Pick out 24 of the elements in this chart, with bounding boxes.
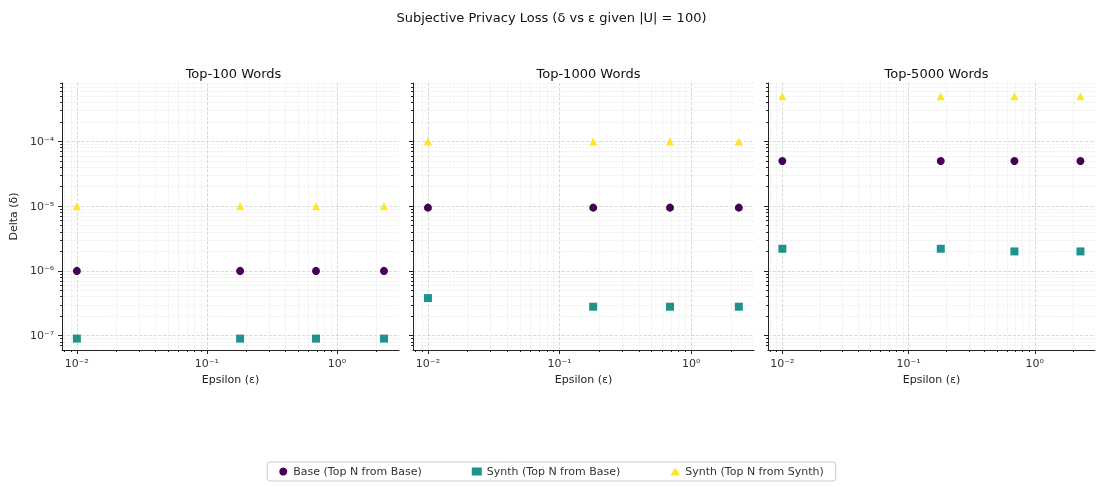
text: Subjective Privacy Loss (δ vs ε given |U| = 100) bbox=[395, 10, 708, 25]
x-tick-label: 10⁻¹ bbox=[896, 357, 921, 370]
y-tick-label: 10⁻⁴ bbox=[29, 134, 55, 148]
x-tick-label: 10⁻² bbox=[770, 357, 795, 370]
chart-title: Top-1000 Words bbox=[535, 66, 641, 81]
x-tick-label: 10⁰ bbox=[1025, 357, 1045, 370]
legend-label: Synth (Top N from Base) bbox=[486, 465, 621, 478]
chart-title: Top-5000 Words bbox=[883, 66, 989, 81]
x-axis-title: Epsilon (ε) bbox=[201, 373, 260, 386]
y-tick-label: 10⁻⁵ bbox=[29, 199, 55, 213]
chart-title: Top-100 Words bbox=[184, 66, 282, 81]
x-tick-label: 10⁻¹ bbox=[547, 357, 572, 370]
x-axis-title: Epsilon (ε) bbox=[554, 373, 613, 386]
x-tick-label: 10⁰ bbox=[327, 357, 347, 370]
y-tick-label: 10⁻⁷ bbox=[29, 329, 55, 343]
x-tick-label: 10⁰ bbox=[681, 357, 701, 370]
y-axis-title: Delta (δ) bbox=[7, 192, 20, 241]
x-tick-label: 10⁻² bbox=[415, 357, 441, 370]
legend-label: Synth (Top N from Synth) bbox=[685, 465, 824, 478]
y-tick-label: 10⁻⁶ bbox=[29, 264, 55, 278]
x-tick-label: 10⁻² bbox=[64, 357, 89, 370]
x-axis-title: Epsilon (ε) bbox=[902, 373, 961, 386]
legend-label: Base (Top N from Base) bbox=[293, 465, 422, 478]
x-tick-label: 10⁻¹ bbox=[194, 357, 220, 370]
